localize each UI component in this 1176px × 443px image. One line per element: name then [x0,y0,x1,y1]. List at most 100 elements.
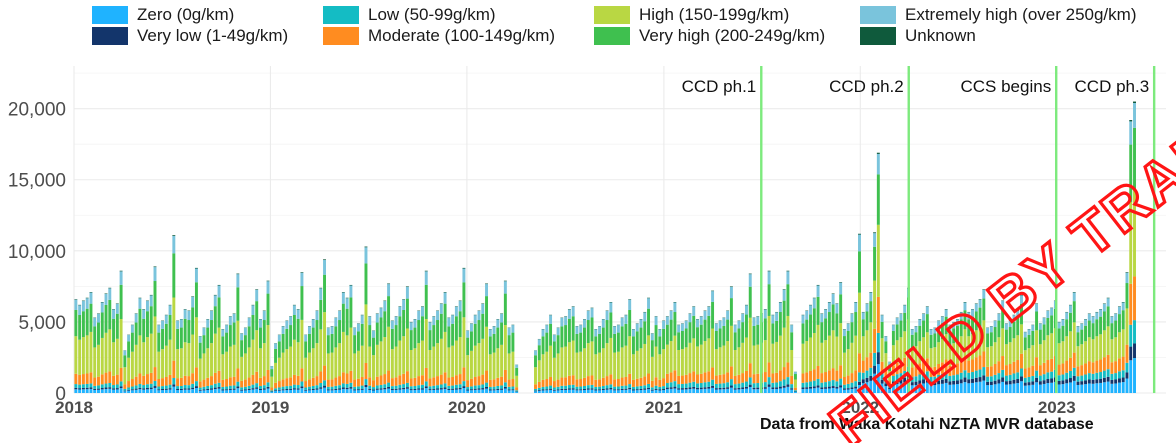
bar-segment-unknown [982,289,986,290]
bar-segment-very-high [778,312,782,336]
bar-segment-low [1016,372,1020,379]
bar-segment-very-high [707,315,711,339]
bar-segment-low [511,386,515,390]
bar-week [692,306,696,393]
bar-segment-very-high [356,331,360,351]
bar-segment-low [594,386,598,390]
bar-segment-very-low [827,386,831,389]
bar-week [315,310,319,393]
bar-week [986,327,990,393]
bar-segment-zero [556,390,560,393]
bar-segment-high [662,349,666,379]
bar-segment-extremely-high [360,315,364,324]
bar-segment-very-high [364,263,368,305]
bar-segment-extremely-high [142,309,146,319]
bar-segment-high [469,350,473,379]
bar-segment-moderate [115,374,119,385]
bar-segment-moderate [865,357,869,371]
bar-segment-very-high [341,303,345,332]
bar-week [145,300,149,393]
bar-segment-moderate [903,357,907,371]
bar-segment-extremely-high [918,319,922,326]
bar-week [161,320,164,393]
bar-week [982,289,986,393]
bar-segment-very-high [699,324,703,345]
bar-week [439,303,443,393]
bar-segment-zero [1050,382,1054,393]
bar-segment-extremely-high [1080,323,1084,330]
bar-segment-low [285,386,289,390]
bar-week [579,324,583,393]
bar-segment-extremely-high [413,319,417,328]
bar-segment-moderate [164,376,168,386]
bar-segment-zero [97,389,100,393]
bar-segment-very-high [1008,327,1012,343]
bar-segment-zero [187,389,191,393]
bar-segment-zero [854,388,858,393]
bar-week [665,316,669,393]
bar-segment-moderate [409,378,413,387]
bar-segment-low [891,375,895,382]
bar-segment-low [345,383,349,388]
bar-segment-unknown [319,287,323,289]
bar-segment-moderate [560,377,564,386]
bar-segment-zero [289,389,293,393]
bar-week [93,317,97,393]
bar-segment-very-high [955,325,959,342]
bar-segment-zero [978,381,982,393]
bar-segment-extremely-high [206,319,210,328]
bar-segment-high [620,347,624,378]
bar-week [963,302,967,393]
bar-segment-very-low [895,380,899,384]
bar-segment-low [718,383,722,388]
bar-segment-extremely-high [274,343,278,349]
bar-segment-very-high [161,328,164,350]
bar-week [616,324,620,393]
bar-segment-very-high [402,309,406,337]
bar-week [323,259,326,393]
bar-segment-high [206,348,210,378]
bar-segment-extremely-high [481,303,485,314]
bar-segment-very-high [925,314,929,333]
bar-segment-zero [428,390,432,393]
bar-week [654,316,658,393]
bar-segment-very-high [138,308,142,336]
bar-segment-high [748,317,752,364]
bar-segment-low [225,386,229,390]
bar-segment-extremely-high [1121,302,1125,311]
bar-week [119,270,123,393]
bar-segment-extremely-high [443,292,447,304]
bar-segment-very-low [281,389,285,391]
bar-week [865,303,869,393]
bar-segment-moderate [790,375,794,385]
bar-segment-high [507,353,511,380]
bar-segment-moderate [1102,357,1106,371]
bar-segment-very-low [775,387,779,389]
bar-segment-low [628,384,632,388]
bar-week [1076,326,1080,393]
bar-segment-low [172,378,176,385]
bar-segment-very-low [202,389,206,391]
bar-segment-high [835,336,839,371]
bar-week [296,309,300,393]
bar-week [1046,310,1050,393]
bar-segment-low [153,380,157,387]
bar-segment-moderate [341,372,345,384]
bar-segment-low [266,382,270,387]
bar-segment-high [104,332,108,373]
bar-segment-high [1068,331,1072,358]
bar-segment-moderate [654,377,658,386]
bar-segment-high [575,352,579,380]
bar-segment-very-low [251,388,255,390]
bar-week [1087,313,1091,393]
bar-segment-very-high [1050,315,1054,334]
bar-segment-very-high [643,321,647,344]
bar-segment-moderate [183,375,187,386]
bar-week [778,302,782,393]
bar-week [97,313,100,393]
bar-segment-high [1110,339,1114,363]
bar-segment-zero [485,388,488,393]
bar-week [1042,317,1046,393]
bar-segment-low [311,385,315,389]
bar-segment-very-high [669,319,673,342]
